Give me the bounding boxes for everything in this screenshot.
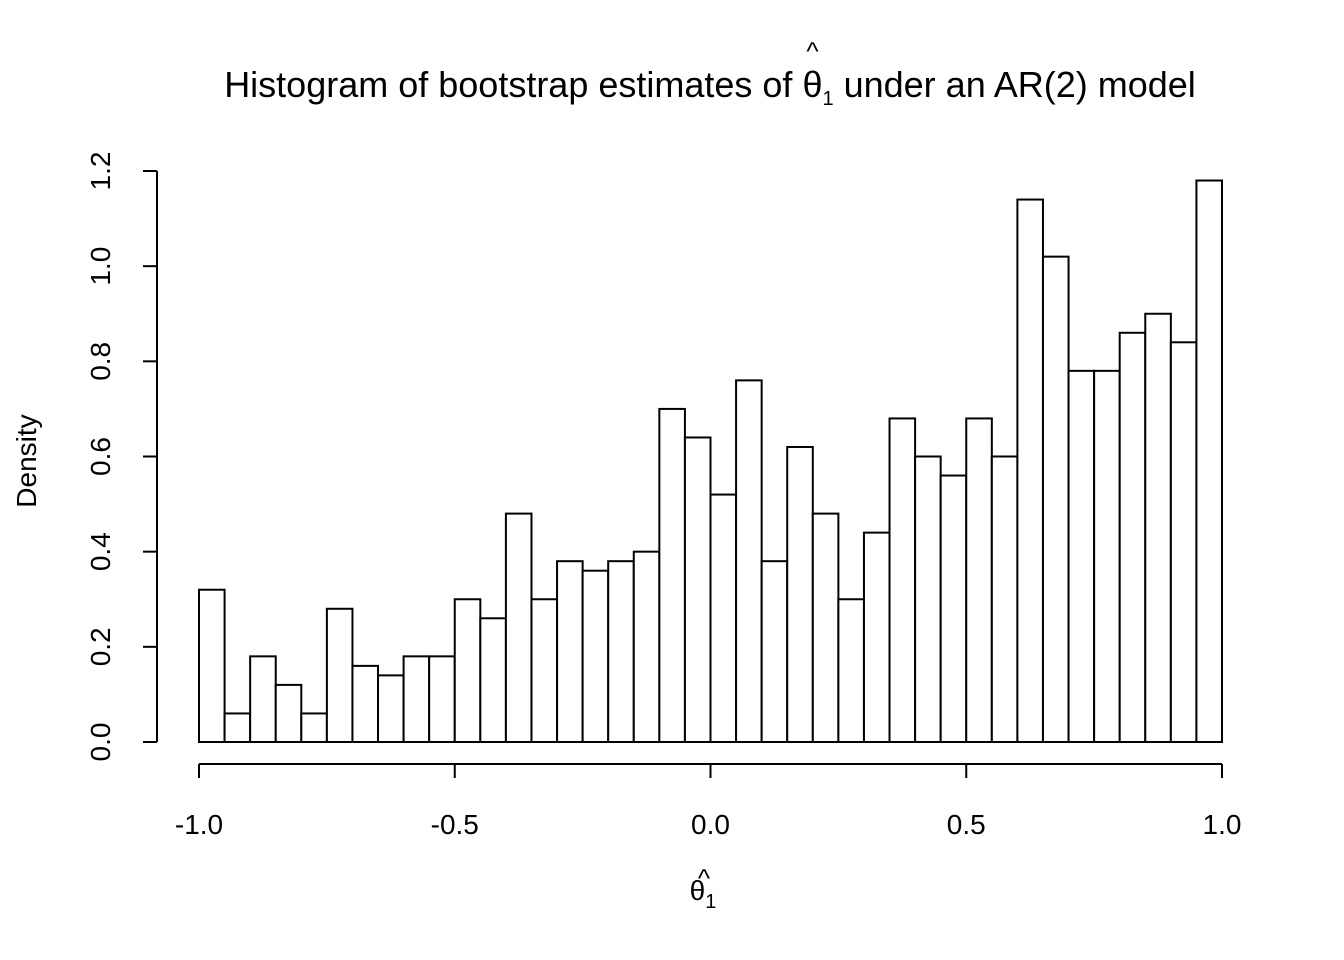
x-axis-title-symbol: θ	[690, 875, 706, 906]
histogram-bar	[658, 407, 686, 743]
chart-title-subscript: 1	[822, 88, 833, 110]
y-axis: 0.0 0.2 0.4 0.6 0.8 1.0 1.2	[85, 152, 158, 762]
histogram-bar	[479, 617, 507, 744]
histogram-bar	[888, 417, 917, 743]
histogram-bar	[530, 598, 559, 743]
histogram-bar	[837, 598, 865, 743]
chart-title-hat: ^	[806, 36, 819, 66]
histogram-bar	[914, 455, 942, 743]
histogram-bar	[632, 550, 661, 743]
y-tick-label: 0.0	[85, 723, 116, 762]
y-tick-label: 0.2	[85, 627, 116, 666]
histogram-bar	[274, 683, 303, 744]
histogram-bar	[939, 474, 968, 743]
histogram-bar	[683, 436, 712, 743]
x-axis-title: θ1	[690, 875, 717, 913]
histogram-bars	[198, 179, 1224, 744]
x-axis-title-hat: ^	[698, 863, 711, 893]
histogram-bar	[1093, 369, 1121, 743]
histogram-bar	[402, 655, 431, 743]
y-tick-label: 0.6	[85, 437, 116, 476]
chart-title: Histogram of bootstrap estimates of θ1 u…	[224, 64, 1196, 110]
histogram-bar	[1041, 255, 1070, 743]
y-axis-title: Density	[11, 414, 42, 507]
chart-title-prefix: Histogram of bootstrap estimates of	[224, 64, 802, 105]
x-axis-title-subscript: 1	[705, 891, 716, 913]
y-tick-label: 0.4	[85, 532, 116, 571]
histogram-bar	[351, 664, 380, 743]
x-tick-label: 0.5	[947, 809, 986, 840]
histogram-bar	[300, 712, 328, 744]
histogram-bar	[1195, 179, 1224, 743]
histogram-bar	[786, 445, 814, 743]
x-tick-label: 1.0	[1203, 809, 1242, 840]
x-tick-label: 0.0	[691, 809, 730, 840]
histogram-bar	[735, 379, 763, 743]
histogram-bar	[428, 655, 456, 743]
histogram-bar	[223, 712, 252, 744]
histogram-bar	[1144, 312, 1172, 743]
histogram-bar	[1016, 198, 1044, 744]
y-tick-label: 0.8	[85, 342, 116, 381]
histogram-bar	[377, 674, 405, 744]
histogram-bar	[325, 607, 354, 744]
histogram-bar	[556, 560, 584, 743]
histogram-bar	[198, 588, 226, 743]
histogram-bar	[504, 512, 533, 743]
histogram-bar	[453, 598, 482, 743]
histogram-bar	[709, 493, 738, 743]
histogram-bar	[1169, 341, 1198, 743]
y-tick-label: 1.2	[85, 152, 116, 191]
histogram-bar	[581, 569, 610, 744]
y-tick-label: 1.0	[85, 247, 116, 286]
x-tick-label: -1.0	[175, 809, 223, 840]
histogram-bar	[965, 417, 993, 743]
histogram-bar	[760, 560, 789, 743]
histogram-bar	[1118, 331, 1147, 743]
chart-title-suffix: under an AR(2) model	[834, 64, 1196, 105]
chart-title-symbol: θ	[802, 64, 822, 105]
x-axis: -1.0 -0.5 0.0 0.5 1.0	[175, 763, 1242, 840]
histogram-bar	[862, 531, 891, 743]
x-tick-label: -0.5	[431, 809, 479, 840]
histogram-bar	[990, 455, 1019, 743]
histogram-bar	[607, 560, 635, 743]
histogram-bar	[1067, 369, 1096, 743]
histogram-bar	[249, 655, 277, 743]
histogram-bar	[811, 512, 840, 743]
